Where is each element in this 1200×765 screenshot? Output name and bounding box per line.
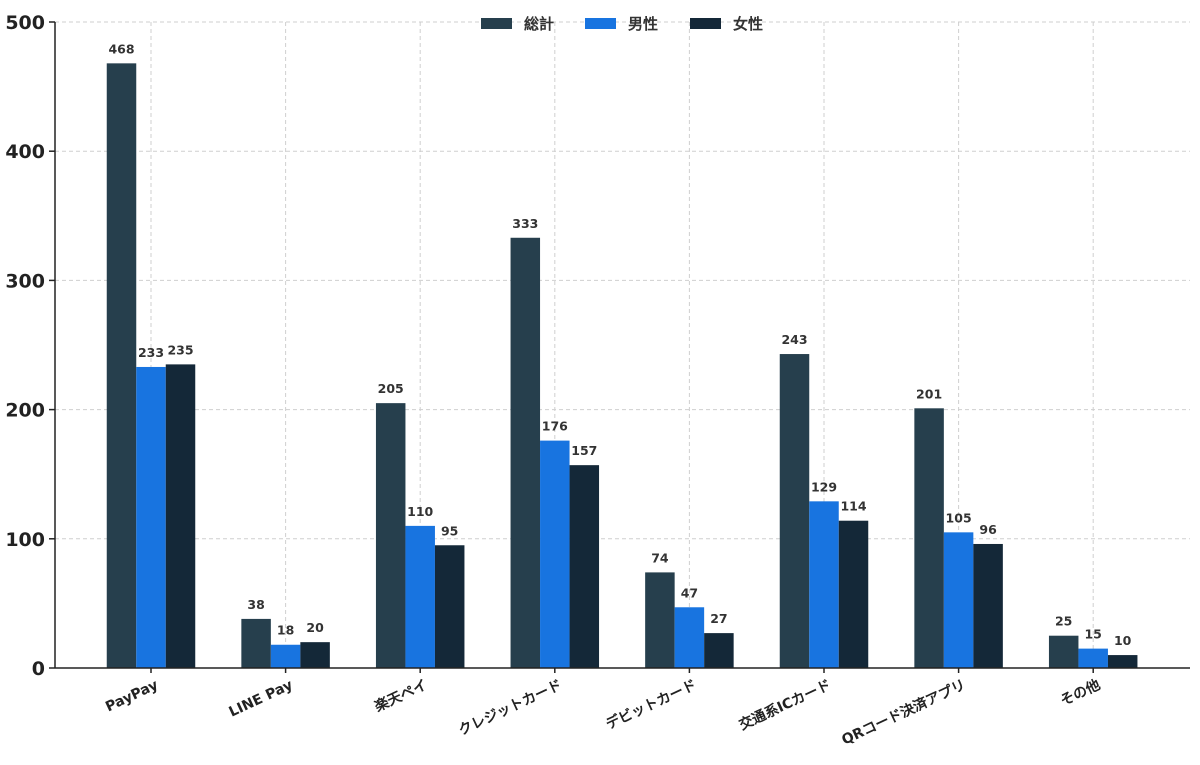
legend-swatch	[690, 18, 721, 29]
data-label: 157	[571, 443, 597, 458]
legend-label: 総計	[524, 15, 554, 33]
data-label: 129	[811, 479, 837, 494]
data-label: 468	[108, 41, 134, 56]
bar	[136, 366, 166, 668]
bar	[674, 607, 705, 668]
legend-swatch	[585, 18, 616, 29]
y-tick-label: 100	[5, 529, 45, 551]
data-label: 176	[542, 419, 568, 434]
gridlines	[55, 21, 1190, 668]
bar	[405, 525, 435, 668]
data-label: 74	[651, 550, 669, 565]
legend: 総計 男性 女性	[481, 15, 763, 33]
x-tick-label: その他	[1058, 676, 1103, 709]
x-tick-label: クレジットカード	[456, 677, 564, 739]
x-tick-label: 楽天ペイ	[371, 676, 430, 715]
data-label: 25	[1055, 614, 1072, 629]
bar	[165, 364, 196, 668]
bar	[1048, 635, 1079, 668]
data-label: 233	[138, 345, 164, 360]
y-tick-label: 400	[5, 141, 45, 163]
data-label: 10	[1114, 633, 1132, 648]
bar	[300, 642, 330, 668]
data-label: 15	[1084, 627, 1101, 642]
data-label: 205	[378, 381, 404, 396]
bar	[434, 545, 465, 668]
bar	[106, 63, 137, 669]
bar	[510, 237, 541, 669]
legend-label: 男性	[628, 15, 658, 33]
x-tick-label: PayPay	[103, 677, 161, 715]
data-label: 235	[167, 342, 193, 357]
y-tick-label: 200	[5, 400, 45, 422]
data-label: 114	[840, 499, 866, 514]
data-label: 20	[306, 620, 324, 635]
bar	[704, 633, 734, 668]
y-tick-label: 0	[32, 658, 45, 680]
legend-label: 女性	[733, 15, 763, 33]
data-label: 18	[277, 623, 294, 638]
data-label: 243	[781, 332, 807, 347]
x-tick-label: デビットカード	[603, 676, 699, 733]
bar	[943, 532, 974, 668]
data-label: 47	[681, 585, 698, 600]
bar	[973, 543, 1003, 668]
data-label: 95	[441, 523, 458, 538]
bar	[779, 354, 810, 668]
bar	[809, 501, 839, 668]
bar	[241, 618, 271, 668]
y-tick-label: 500	[5, 12, 45, 34]
data-label: 27	[710, 611, 727, 626]
y-tick-label: 300	[5, 270, 45, 292]
legend-swatch	[481, 18, 512, 29]
data-label: 110	[407, 504, 433, 519]
bar	[1107, 655, 1138, 668]
bar	[914, 408, 944, 668]
data-label: 105	[946, 510, 972, 525]
bar	[1078, 648, 1108, 668]
x-tick-label: QRコード決済アプリ	[839, 676, 968, 748]
bars	[106, 63, 1138, 669]
data-label: 96	[979, 522, 997, 537]
data-label: 38	[247, 597, 264, 612]
bar	[540, 440, 570, 668]
x-tick-label: 交通系ICカード	[736, 676, 833, 733]
data-label: 333	[512, 216, 538, 231]
data-label: 201	[916, 386, 942, 401]
bar	[838, 520, 869, 668]
x-tick-label: LINE Pay	[227, 677, 296, 720]
bar	[569, 465, 600, 668]
bar	[375, 403, 406, 668]
bar	[270, 644, 301, 668]
bar	[645, 572, 675, 668]
